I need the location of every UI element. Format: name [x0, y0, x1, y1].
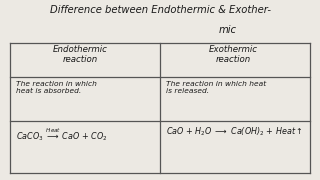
- Text: CaCO$_3$ $\overset{Heat}{\longrightarrow}$ CaO + CO$_2$: CaCO$_3$ $\overset{Heat}{\longrightarrow…: [16, 126, 108, 143]
- Text: The reaction in which
heat is absorbed.: The reaction in which heat is absorbed.: [16, 81, 97, 94]
- Text: CaO + H$_2$O $\longrightarrow$ Ca(OH)$_2$ + Heat$\uparrow$: CaO + H$_2$O $\longrightarrow$ Ca(OH)$_2…: [166, 126, 303, 138]
- Text: mic: mic: [218, 25, 236, 35]
- Text: Exothermic
reaction: Exothermic reaction: [209, 45, 258, 64]
- Text: Difference between Endothermic & Exother-: Difference between Endothermic & Exother…: [50, 5, 270, 15]
- Text: Endothermic
reaction: Endothermic reaction: [52, 45, 108, 64]
- Text: The reaction in which heat
is released.: The reaction in which heat is released.: [166, 81, 267, 94]
